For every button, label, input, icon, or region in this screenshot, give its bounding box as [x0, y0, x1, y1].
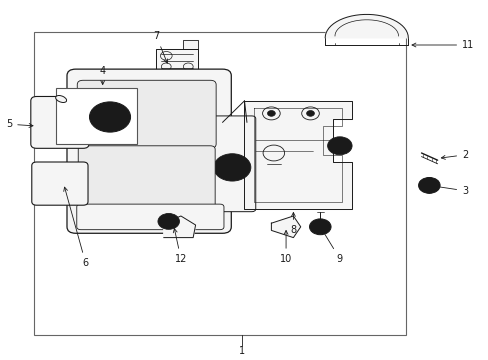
Circle shape [128, 93, 136, 98]
Circle shape [309, 219, 330, 235]
Circle shape [147, 107, 155, 113]
FancyBboxPatch shape [77, 204, 224, 230]
Circle shape [158, 213, 179, 229]
Circle shape [147, 93, 155, 98]
Circle shape [418, 177, 439, 193]
Polygon shape [163, 216, 195, 238]
Circle shape [105, 113, 115, 121]
Circle shape [128, 107, 136, 113]
FancyBboxPatch shape [77, 80, 216, 148]
FancyBboxPatch shape [32, 162, 88, 205]
Polygon shape [183, 40, 198, 49]
Text: 10: 10 [279, 230, 292, 264]
Text: 2: 2 [441, 150, 468, 160]
Bar [56, 88, 137, 144]
Polygon shape [244, 101, 351, 209]
FancyBboxPatch shape [78, 146, 215, 214]
FancyBboxPatch shape [31, 96, 89, 148]
Circle shape [228, 165, 236, 170]
Polygon shape [325, 14, 407, 38]
Bar [90, 90, 110, 99]
Ellipse shape [56, 95, 66, 103]
Text: 8: 8 [290, 212, 296, 235]
Circle shape [97, 107, 123, 127]
Text: 11: 11 [411, 40, 473, 50]
Text: 6: 6 [63, 187, 88, 268]
Circle shape [267, 111, 275, 116]
Polygon shape [156, 49, 198, 79]
Circle shape [213, 154, 250, 181]
Text: 3: 3 [432, 185, 468, 196]
Circle shape [327, 137, 351, 155]
Bar [34, 32, 405, 335]
Circle shape [89, 102, 130, 132]
Bar [90, 104, 110, 113]
Circle shape [167, 93, 175, 98]
FancyBboxPatch shape [211, 116, 255, 212]
Circle shape [167, 107, 175, 113]
Text: 5: 5 [6, 119, 33, 129]
Text: 12: 12 [173, 229, 187, 264]
Text: 9: 9 [322, 230, 342, 264]
Text: 1: 1 [239, 346, 244, 356]
Text: 4: 4 [100, 66, 105, 85]
Circle shape [306, 111, 314, 116]
Text: 7: 7 [153, 31, 167, 63]
FancyBboxPatch shape [67, 69, 231, 233]
Polygon shape [271, 216, 300, 238]
